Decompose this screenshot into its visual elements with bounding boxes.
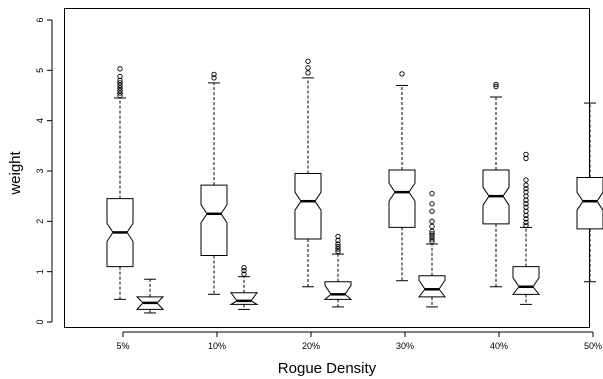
outlier-point (335, 241, 341, 247)
outlier-point (523, 189, 529, 195)
x-tick-label: 20% (302, 341, 320, 351)
outlier-point (117, 82, 123, 89)
x-tick-label: 40% (490, 341, 508, 351)
outlier-point (305, 65, 311, 71)
outlier-point (117, 87, 123, 94)
y-tick-label: 4 (35, 118, 45, 123)
outlier-point (523, 204, 529, 210)
outlier-point (117, 73, 123, 80)
y-tick-label: 1 (35, 269, 45, 274)
outlier-point (429, 201, 435, 207)
outlier-point (335, 248, 341, 255)
y-tick-label: 3 (35, 168, 45, 173)
outlier-point (335, 233, 341, 240)
outlier-point (117, 80, 123, 86)
outlier-point (305, 70, 311, 76)
outlier-point (399, 71, 405, 77)
x-axis-title: Rogue Density (278, 360, 377, 377)
box-group (200, 71, 259, 310)
box-group (482, 81, 541, 305)
y-tick-label: 6 (35, 17, 45, 22)
outlier-point (429, 208, 435, 214)
outlier-point (523, 182, 529, 188)
outlier-point (429, 231, 435, 237)
y-tick-label: 2 (35, 219, 45, 224)
outlier-point (429, 228, 435, 235)
outlier-point (241, 264, 247, 271)
outlier-point (117, 85, 123, 91)
outlier-point (523, 185, 529, 192)
outlier-point (211, 71, 217, 78)
box (388, 169, 416, 228)
outlier-point (305, 58, 311, 64)
y-tick-label: 0 (35, 319, 45, 324)
outlier-point (523, 219, 529, 225)
outlier-point (335, 243, 341, 250)
outlier-point (211, 75, 217, 81)
y-tick-label: 5 (35, 68, 45, 73)
outlier-point (429, 238, 435, 245)
outlier-point (523, 151, 529, 158)
outlier-point (335, 246, 341, 252)
box (417, 275, 447, 298)
outlier-point (117, 92, 123, 99)
outlier-point (429, 190, 435, 197)
box-group (388, 71, 447, 308)
outlier-point (117, 66, 123, 72)
outlier-point (429, 236, 435, 242)
plot-frame (64, 8, 590, 328)
outlier-point (523, 201, 529, 207)
outlier-point (493, 83, 499, 90)
outlier-point (429, 223, 435, 230)
box (323, 281, 353, 300)
box (511, 266, 541, 295)
outlier-point (429, 218, 435, 224)
x-tick-label: 10% (208, 341, 226, 351)
box-groups (106, 58, 603, 314)
y-axis: 0 1 2 3 4 5 6 (35, 17, 53, 325)
outlier-point (241, 268, 247, 274)
box-group (106, 66, 165, 314)
y-axis-title: weight (7, 150, 24, 195)
box (200, 184, 228, 257)
outlier-point (429, 233, 435, 240)
box (294, 173, 322, 240)
outlier-point (523, 216, 529, 222)
outlier-point (523, 177, 529, 183)
outlier-point (241, 271, 247, 277)
box (229, 292, 259, 305)
outlier-point (117, 90, 123, 96)
box (576, 177, 603, 230)
outlier-point (523, 222, 529, 229)
x-tick-label: 5% (116, 341, 129, 351)
x-axis: 5% 10% 20% 30% 40% 50% (116, 331, 602, 351)
outlier-point (493, 81, 499, 88)
x-tick-label: 30% (396, 341, 414, 351)
x-tick-label: 50% (584, 341, 602, 351)
box-group (576, 102, 603, 283)
box-group (294, 58, 353, 308)
